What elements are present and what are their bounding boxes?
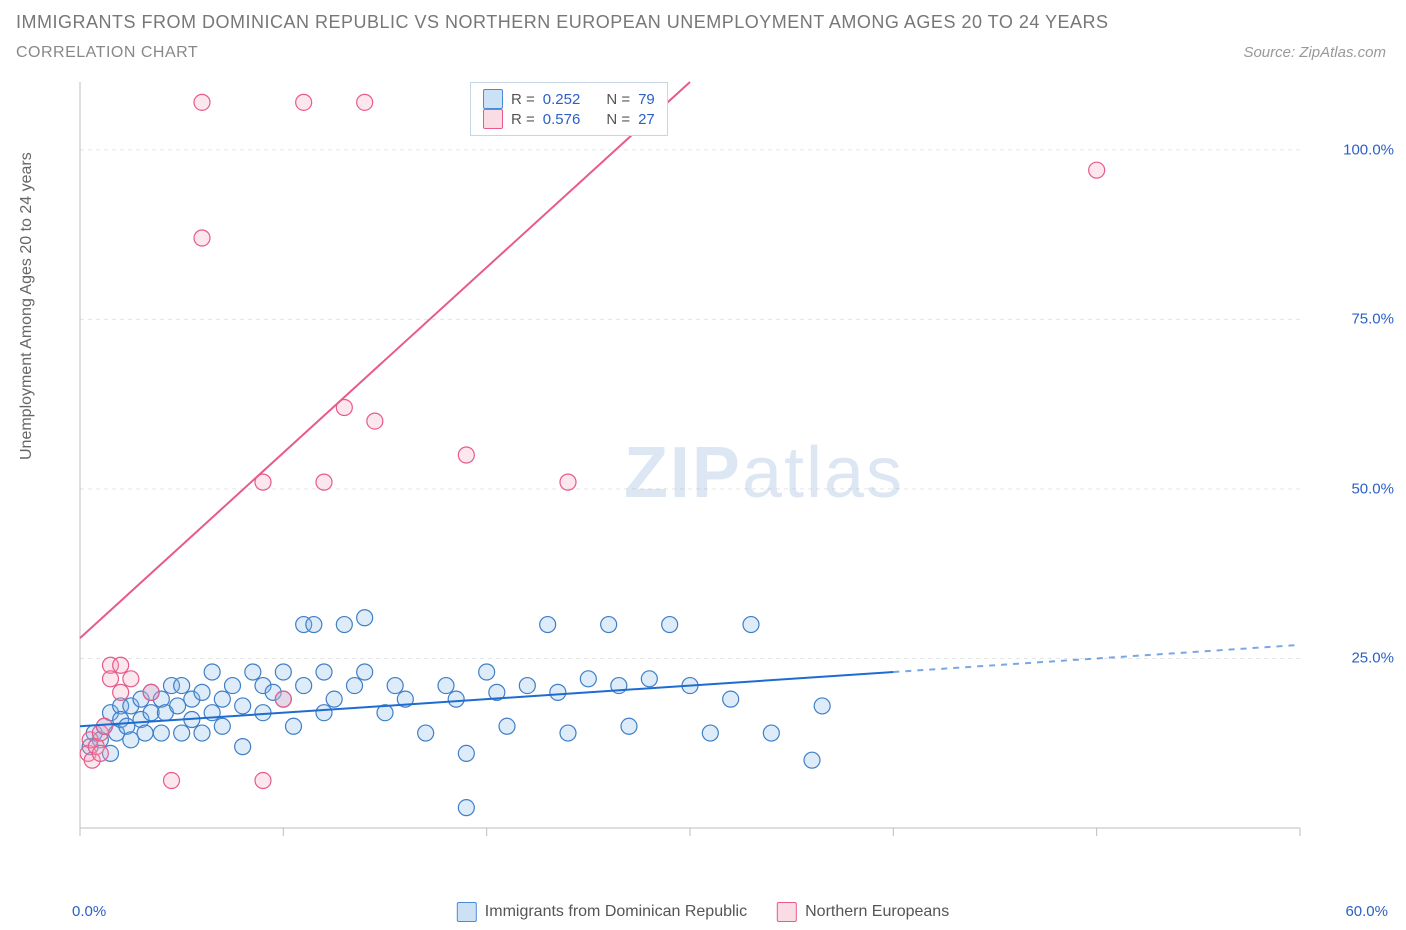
n-value: 79 <box>638 91 655 108</box>
y-tick-label: 75.0% <box>1351 311 1394 328</box>
n-label: N = <box>606 91 630 108</box>
y-tick-label: 25.0% <box>1351 650 1394 667</box>
legend-label: Northern Europeans <box>805 903 949 921</box>
y-tick-label: 100.0% <box>1343 141 1394 158</box>
legend-label: Immigrants from Dominican Republic <box>485 903 747 921</box>
r-value: 0.252 <box>543 91 581 108</box>
swatch-pink <box>483 109 503 129</box>
swatch-blue <box>483 89 503 109</box>
legend-item-blue: Immigrants from Dominican Republic <box>457 902 747 922</box>
n-value: 27 <box>638 111 655 128</box>
swatch-pink <box>777 902 797 922</box>
y-tick-label: 50.0% <box>1351 480 1394 497</box>
n-label: N = <box>606 111 630 128</box>
source-label: Source: ZipAtlas.com <box>1243 44 1386 61</box>
r-label: R = <box>511 91 535 108</box>
y-axis-label: Unemployment Among Ages 20 to 24 years <box>18 152 36 460</box>
chart-area: ZIPatlas <box>60 78 1340 868</box>
legend-item-pink: Northern Europeans <box>777 902 949 922</box>
r-label: R = <box>511 111 535 128</box>
scatter-chart <box>60 78 1340 868</box>
chart-title: IMMIGRANTS FROM DOMINICAN REPUBLIC VS NO… <box>16 12 1109 33</box>
series-legend: Immigrants from Dominican Republic North… <box>457 902 949 922</box>
stats-legend: R = 0.252 N = 79 R = 0.576 N = 27 <box>470 82 668 136</box>
stats-row-pink: R = 0.576 N = 27 <box>483 109 655 129</box>
page: IMMIGRANTS FROM DOMINICAN REPUBLIC VS NO… <box>0 0 1406 930</box>
r-value: 0.576 <box>543 111 581 128</box>
x-axis-max-label: 60.0% <box>1345 903 1388 920</box>
chart-subtitle: CORRELATION CHART <box>16 44 198 62</box>
x-axis-min-label: 0.0% <box>72 903 106 920</box>
swatch-blue <box>457 902 477 922</box>
stats-row-blue: R = 0.252 N = 79 <box>483 89 655 109</box>
